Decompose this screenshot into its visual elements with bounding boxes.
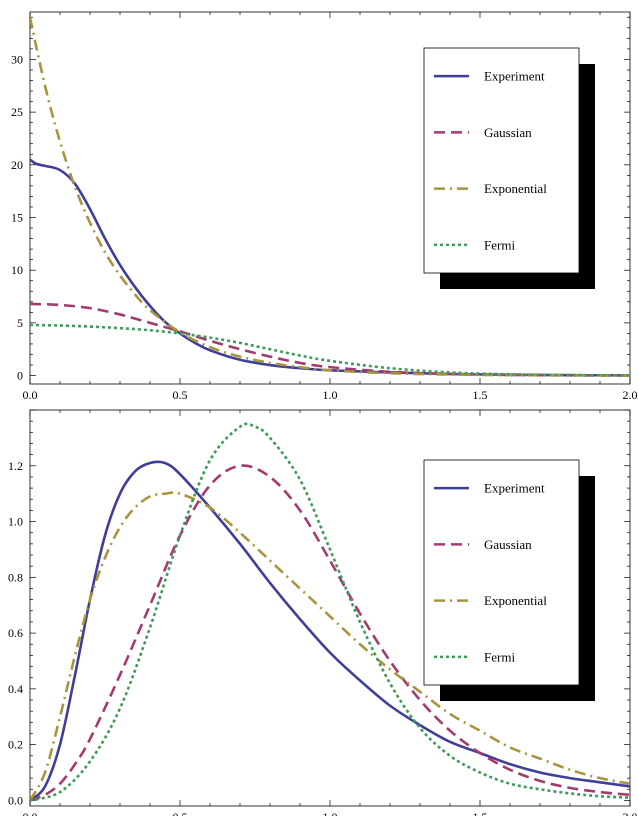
legend: Experiment Gaussian Exponential Fermi <box>423 459 595 701</box>
series-line-gaussian <box>30 464 630 802</box>
y-tick-label: 25 <box>11 105 23 119</box>
y-tick-label: 5 <box>17 316 23 330</box>
legend-label-exponential: Exponential <box>484 593 547 608</box>
y-tick-label: 1.2 <box>8 459 23 473</box>
x-tick-label: 1.0 <box>323 388 338 402</box>
y-tick-label: 0.2 <box>8 738 23 752</box>
y-tick-label: 10 <box>11 263 23 277</box>
x-tick-label: 0.5 <box>173 810 188 816</box>
legend-label-fermi: Fermi <box>484 649 515 664</box>
y-tick-label: 20 <box>11 158 23 172</box>
legend-box <box>423 459 580 686</box>
legend-box <box>423 47 580 274</box>
x-tick-label: 2.0 <box>623 388 638 402</box>
y-tick-label: 15 <box>11 210 23 224</box>
legend-label-fermi: Fermi <box>484 237 515 252</box>
y-tick-label: 0.4 <box>8 682 23 696</box>
legend-label-exponential: Exponential <box>484 181 547 196</box>
x-tick-label: 0.5 <box>173 388 188 402</box>
chart-panel-2: 0.0 0.5 1.0 1.5 2.0 0.0 0.2 0.4 0.6 0.8 1.0 1.2 Expe… <box>8 409 638 816</box>
legend-label-experiment: Experiment <box>484 69 545 84</box>
x-tick-label: 2.0 <box>623 810 638 816</box>
series-line-fermi <box>30 422 630 802</box>
legend-label-gaussian: Gaussian <box>484 537 532 552</box>
y-tick-label: 0.0 <box>8 793 23 807</box>
series-line-exponential <box>30 491 630 802</box>
x-tick-label: 1.5 <box>473 388 488 402</box>
series-lines <box>30 422 630 802</box>
legend: Experiment Gaussian Exponential Fermi <box>423 47 595 289</box>
y-tick-label: 0.6 <box>8 626 23 640</box>
series-lines <box>30 16 630 377</box>
y-tick-label: 0 <box>17 369 23 383</box>
legend-label-experiment: Experiment <box>484 481 545 496</box>
series-line-gaussian <box>30 302 630 377</box>
x-tick-label: 0.0 <box>23 388 38 402</box>
y-tick-label: 30 <box>11 52 23 66</box>
y-tick-label: 1.0 <box>8 515 23 529</box>
x-tick-label: 1.5 <box>473 810 488 816</box>
x-tick-label: 1.0 <box>323 810 338 816</box>
series-line-exponential <box>30 16 630 377</box>
chart-panel-1: 0.0 0.5 1.0 1.5 2.0 0 5 10 15 20 25 30 Experiment Gau… <box>11 11 638 402</box>
legend-label-gaussian: Gaussian <box>484 125 532 140</box>
x-tick-label: 0.0 <box>23 810 38 816</box>
y-tick-label: 0.8 <box>8 570 23 584</box>
